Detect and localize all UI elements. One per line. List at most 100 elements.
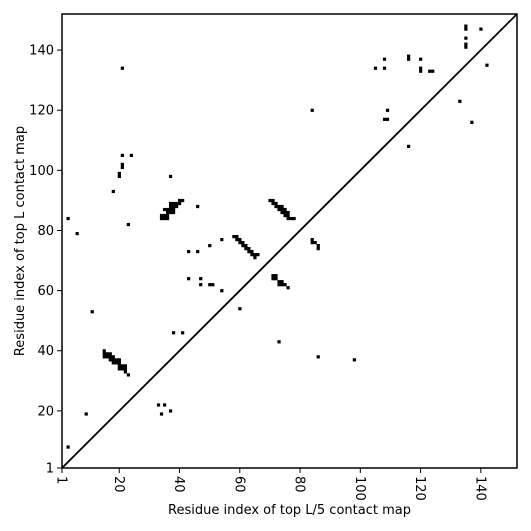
contact-point-lower (105, 355, 109, 359)
contact-point-upper (250, 253, 254, 257)
contact-point-lower (238, 307, 242, 311)
contact-point-upper (419, 66, 423, 70)
contact-point-upper (244, 247, 248, 251)
x-axis-ticks: 1 20 40 60 80 100 120 140 (54, 468, 487, 501)
contact-point-upper (66, 216, 70, 221)
contact-point-lower (283, 283, 287, 287)
x-tick-label: 80 (292, 476, 307, 493)
x-tick-label: 120 (412, 476, 427, 501)
contact-point-upper (382, 66, 387, 70)
contact-point-lower (156, 403, 161, 407)
contact-point-upper (464, 45, 468, 49)
contact-point-lower (111, 358, 115, 362)
contact-point-upper (464, 36, 468, 40)
contact-point-lower (102, 352, 106, 356)
contact-point-upper (178, 198, 182, 203)
contact-point-upper (171, 201, 176, 206)
contact-point-upper (196, 250, 200, 254)
contact-point-upper (256, 253, 260, 257)
contact-point-upper (407, 144, 411, 148)
contact-point-lower (181, 331, 185, 335)
contact-point-upper (385, 108, 390, 112)
contact-point-lower (187, 277, 191, 281)
contact-point-upper (283, 210, 287, 215)
y-tick-label: 120 (29, 104, 54, 119)
contact-point-upper (283, 207, 287, 212)
contact-point-lower (66, 445, 70, 449)
contact-point-lower (117, 364, 121, 368)
contact-point-lower (105, 352, 109, 356)
contact-point-upper (165, 207, 170, 212)
y-tick-label: 80 (37, 224, 54, 239)
contact-point-upper (292, 216, 296, 221)
contact-point-upper (126, 222, 130, 227)
contact-point-lower (277, 340, 281, 344)
contact-point-upper (117, 174, 121, 179)
contact-point-upper (175, 204, 179, 209)
contact-point-upper (431, 69, 435, 73)
contact-point-upper (171, 207, 176, 212)
contact-point-upper (385, 117, 390, 121)
contact-point-upper (310, 241, 314, 245)
contact-point-upper (171, 204, 176, 209)
contact-point-lower (274, 277, 278, 281)
x-tick-label: 20 (111, 476, 126, 493)
contact-point-upper (253, 256, 257, 260)
contact-point-upper (373, 66, 378, 70)
contact-point-upper (277, 204, 281, 209)
y-tick-label: 1 (46, 462, 54, 477)
contact-point-lower (111, 355, 115, 359)
contact-point-lower (117, 361, 121, 365)
contact-point-upper (168, 204, 173, 209)
contact-point-lower (123, 364, 127, 368)
contact-point-upper (280, 204, 284, 209)
y-tick-label: 40 (37, 344, 54, 359)
x-tick-label: 40 (171, 476, 186, 493)
contact-point-upper (90, 310, 94, 314)
contact-point-lower (108, 358, 112, 362)
contact-point-lower (117, 358, 121, 362)
contact-point-lower (108, 355, 112, 359)
contact-point-upper (464, 42, 468, 46)
contact-point-upper (171, 210, 176, 215)
contact-point-lower (271, 274, 275, 278)
plot-frame (61, 13, 518, 469)
contact-point-upper (310, 237, 314, 242)
contact-point-lower (286, 286, 290, 290)
contact-point-upper (458, 99, 462, 103)
contact-point-lower (123, 370, 127, 374)
contact-point-upper (470, 120, 474, 124)
contact-point-upper (316, 247, 320, 251)
contact-point-upper (159, 213, 164, 218)
contact-point-upper (241, 241, 245, 245)
contact-point-upper (268, 198, 272, 203)
contact-point-lower (114, 358, 118, 362)
contact-point-lower (168, 409, 173, 413)
contact-point-upper (407, 57, 411, 61)
contact-point-upper (165, 216, 170, 221)
contact-point-upper (277, 207, 281, 212)
contact-point-upper (235, 237, 239, 242)
contact-point-upper (271, 198, 275, 203)
contact-point-upper (196, 204, 200, 209)
contact-point-lower (274, 274, 278, 278)
contact-point-upper (286, 210, 290, 215)
contact-point-upper (244, 244, 248, 248)
contact-point-upper (250, 250, 254, 254)
contact-point-lower (271, 277, 275, 281)
contact-point-upper (129, 153, 134, 158)
contact-point-upper (220, 237, 224, 242)
contact-point-lower (111, 361, 115, 365)
contact-point-upper (165, 210, 170, 215)
contact-point-upper (238, 241, 242, 245)
contact-point-upper (283, 213, 287, 218)
x-tick-label: 140 (472, 476, 487, 501)
contact-point-lower (352, 358, 356, 362)
contact-point-upper (238, 237, 242, 242)
y-tick-label: 140 (29, 44, 54, 59)
contact-point-lower (102, 355, 106, 359)
contact-point-upper (382, 57, 387, 61)
contact-point-upper (274, 201, 278, 206)
contact-point-upper (187, 250, 191, 254)
contact-point-upper (316, 244, 320, 248)
